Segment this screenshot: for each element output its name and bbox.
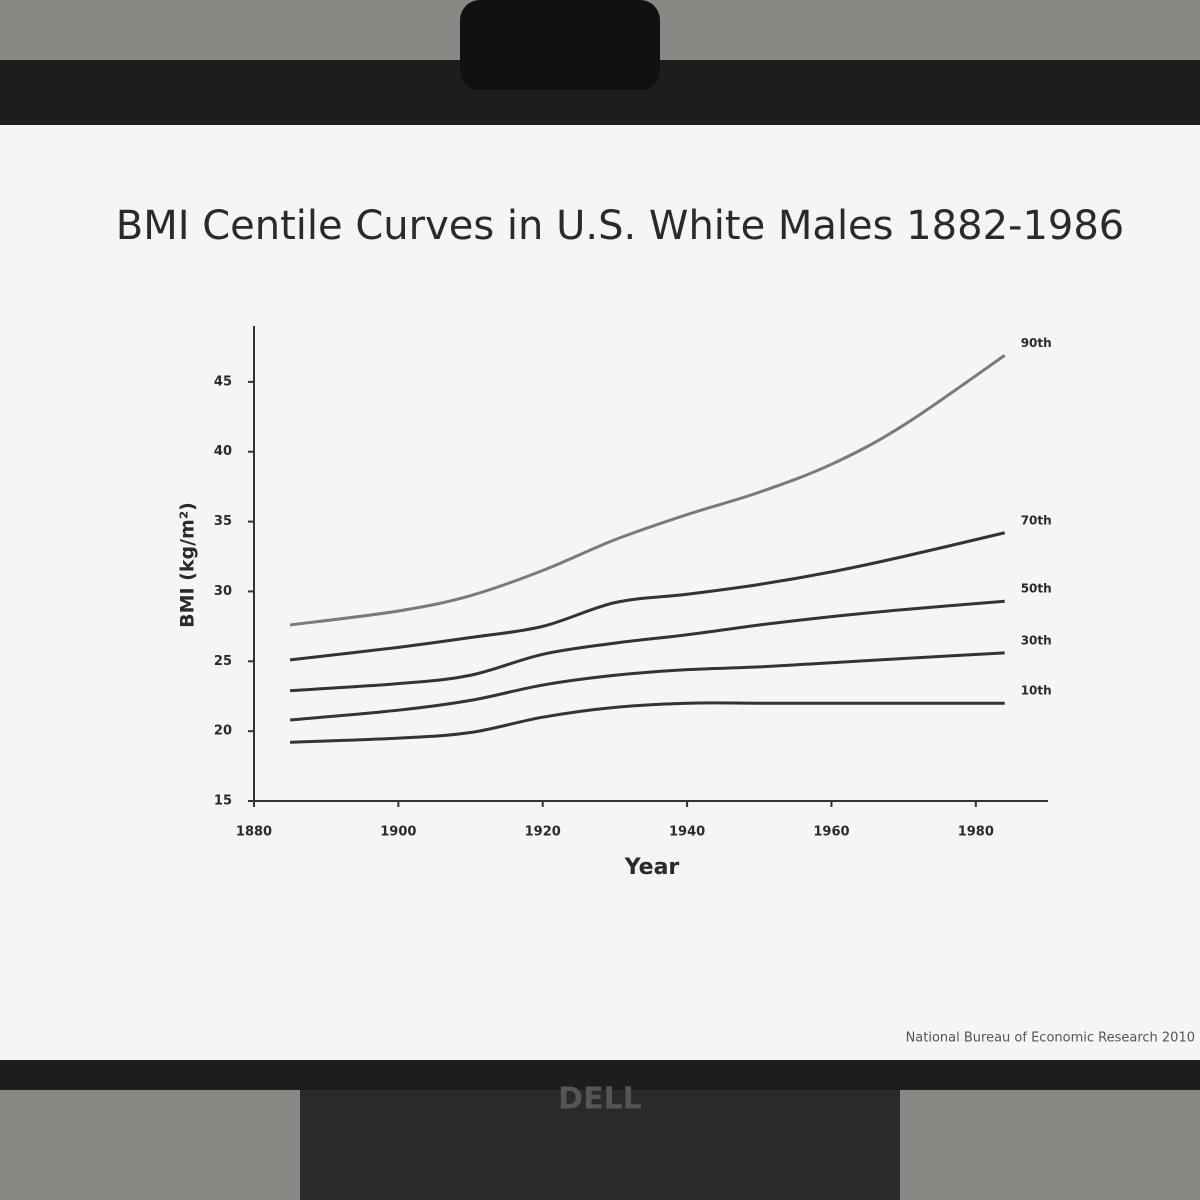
brand-logo: DELL bbox=[558, 1082, 642, 1117]
y-tick-label: 35 bbox=[214, 514, 232, 529]
chart-title: BMI Centile Curves in U.S. White Males 1… bbox=[116, 203, 1125, 249]
x-tick-label: 1980 bbox=[958, 825, 994, 840]
webcam bbox=[460, 0, 660, 90]
x-tick-label: 1900 bbox=[380, 825, 416, 840]
centile-line bbox=[289, 651, 1005, 722]
x-tick-label: 1960 bbox=[813, 825, 849, 840]
centile-line bbox=[289, 354, 1006, 627]
x-tick-label: 1920 bbox=[525, 825, 561, 840]
series-label: 70th bbox=[1021, 513, 1052, 527]
y-tick-label: 45 bbox=[214, 374, 232, 389]
y-tick-label: 20 bbox=[214, 724, 232, 739]
y-tick-label: 15 bbox=[214, 794, 232, 809]
screen bbox=[0, 125, 1200, 1060]
x-tick-label: 1940 bbox=[669, 825, 705, 840]
y-tick-label: 30 bbox=[214, 584, 232, 599]
x-tick-label: 1880 bbox=[236, 825, 272, 840]
series-label: 50th bbox=[1021, 582, 1052, 596]
centile-line bbox=[290, 701, 1005, 744]
y-tick-label: 40 bbox=[214, 444, 232, 459]
series-label: 30th bbox=[1021, 633, 1052, 647]
source-note: National Bureau of Economic Research 201… bbox=[906, 1031, 1195, 1046]
x-axis-label: Year bbox=[624, 855, 680, 880]
centile-line bbox=[289, 599, 1005, 693]
series-label: 10th bbox=[1021, 684, 1052, 698]
y-tick-label: 25 bbox=[214, 654, 232, 669]
series-label: 90th bbox=[1021, 336, 1052, 350]
monitor-stand bbox=[300, 1090, 900, 1200]
y-axis-label: BMI (kg/m²) bbox=[177, 502, 199, 628]
centile-line bbox=[289, 531, 1006, 662]
